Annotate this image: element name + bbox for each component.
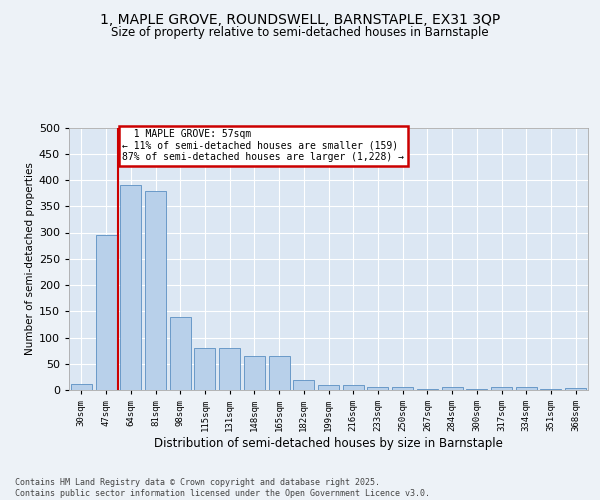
Text: Size of property relative to semi-detached houses in Barnstaple: Size of property relative to semi-detach… (111, 26, 489, 39)
Bar (95, 234, 116, 390)
Bar (367, 388, 388, 390)
Bar (194, 348, 215, 390)
Bar (269, 356, 290, 390)
Bar (516, 388, 537, 390)
Bar (219, 348, 240, 390)
Bar (392, 388, 413, 390)
Text: 1, MAPLE GROVE, ROUNDSWELL, BARNSTAPLE, EX31 3QP: 1, MAPLE GROVE, ROUNDSWELL, BARNSTAPLE, … (100, 12, 500, 26)
Bar (170, 316, 191, 390)
Bar (71, 384, 92, 390)
Text: Contains HM Land Registry data © Crown copyright and database right 2025.
Contai: Contains HM Land Registry data © Crown c… (15, 478, 430, 498)
Bar (442, 388, 463, 390)
X-axis label: Distribution of semi-detached houses by size in Barnstaple: Distribution of semi-detached houses by … (154, 437, 503, 450)
Bar (565, 388, 586, 390)
Bar (491, 388, 512, 390)
Bar (145, 190, 166, 390)
Bar (293, 380, 314, 390)
Bar (244, 356, 265, 390)
Bar (120, 185, 141, 390)
Bar (343, 386, 364, 390)
Bar (541, 389, 562, 390)
Text: 1 MAPLE GROVE: 57sqm
← 11% of semi-detached houses are smaller (159)
87% of semi: 1 MAPLE GROVE: 57sqm ← 11% of semi-detac… (122, 129, 404, 162)
Bar (318, 385, 339, 390)
Y-axis label: Number of semi-detached properties: Number of semi-detached properties (25, 162, 35, 355)
